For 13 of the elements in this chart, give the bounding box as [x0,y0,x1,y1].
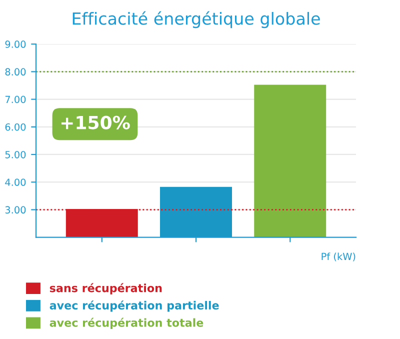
legend-label: avec récupération partielle [50,300,219,312]
annotation: +150% [61,116,130,130]
y-tick-label: 6.00 [5,123,26,131]
x-axis-title: Pf (kW) [322,252,356,262]
y-tick-label: 4.00 [5,178,26,186]
y-tick-label: 7.00 [5,96,26,104]
y-tick-label: 5.00 [5,150,26,158]
legend-label: avec récupération totale [50,318,204,329]
y-tick-label: 9.00 [5,40,26,48]
legend-label: sans récupération [50,283,162,294]
chart-title: Efficacité énergétique globale [72,11,320,28]
y-tick-label: 3.00 [5,206,26,214]
y-tick-label: 8.00 [5,68,26,76]
